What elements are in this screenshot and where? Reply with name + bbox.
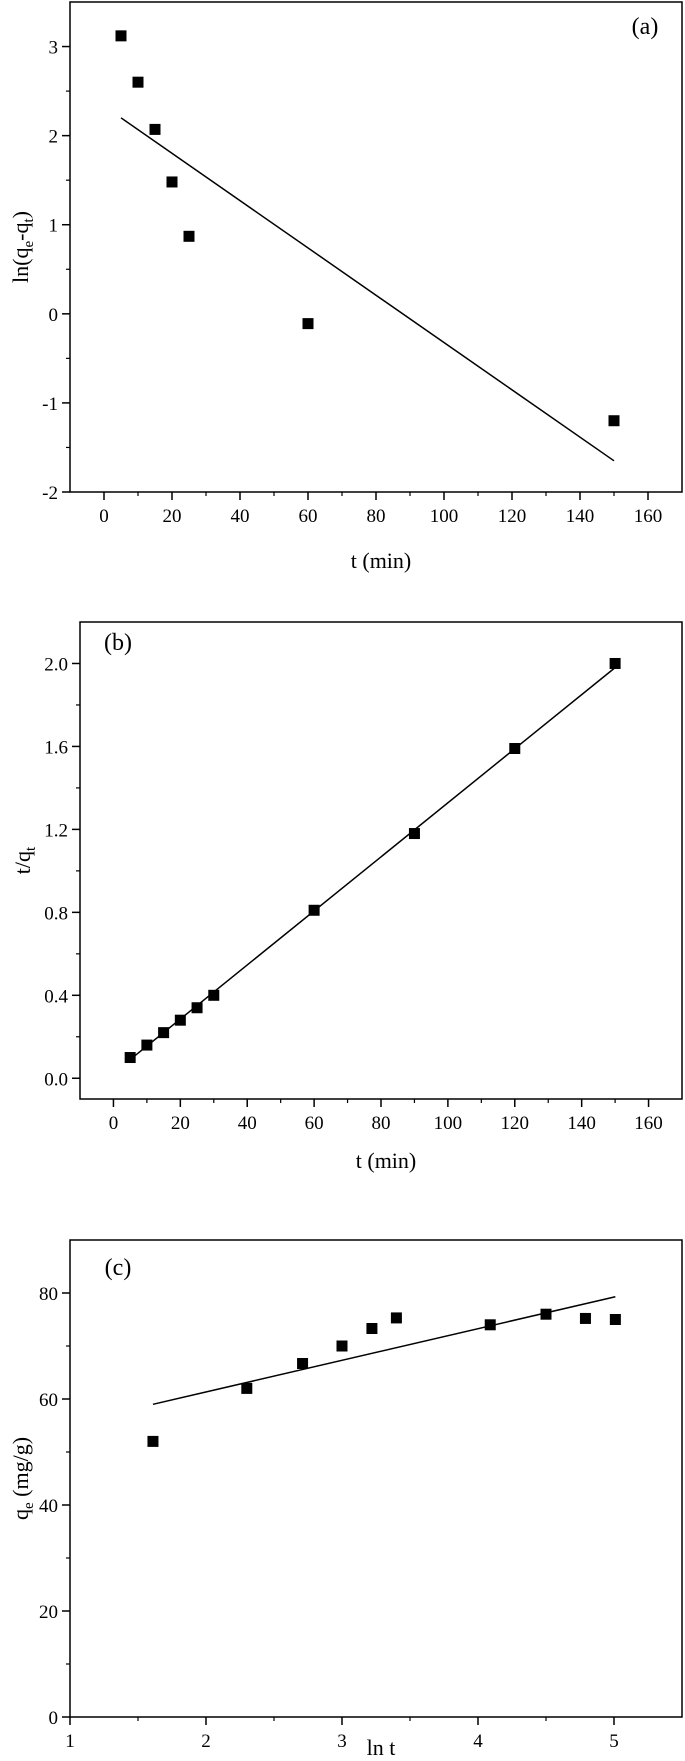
panel-label: (c) (105, 1255, 132, 1281)
x-tick-label: 160 (634, 506, 663, 527)
data-point (149, 123, 161, 135)
y-tick-label: 40 (39, 1496, 58, 1517)
y-tick-label: -1 (42, 394, 58, 415)
x-tick-label: 80 (372, 1113, 391, 1134)
y-tick-label: 80 (39, 1284, 58, 1305)
x-tick-label: 80 (367, 506, 386, 527)
data-point (609, 1314, 621, 1325)
y-tick-label: -2 (42, 483, 58, 504)
y-tick-label: 1.6 (44, 737, 68, 758)
data-point (609, 657, 621, 669)
x-tick-label: 5 (609, 1731, 619, 1752)
x-axis-label: t (min) (356, 1148, 417, 1173)
data-point (191, 1002, 203, 1014)
y-axis-label-subscript: e (21, 1502, 37, 1509)
x-tick-label: 160 (634, 1113, 663, 1134)
data-point (509, 743, 521, 755)
y-axis-label-part: ln(q (8, 248, 33, 283)
x-tick-label: 2 (201, 1731, 211, 1752)
data-point (366, 1323, 378, 1335)
y-tick-label: 60 (39, 1390, 58, 1411)
data-point (297, 1357, 309, 1369)
y-tick-label: 2 (49, 127, 59, 148)
x-tick-label: 20 (171, 1113, 190, 1134)
y-tick-label: 2.0 (44, 654, 68, 675)
x-tick-label: 0 (99, 506, 109, 527)
data-point (158, 1027, 170, 1039)
panel-label: (b) (104, 630, 132, 656)
x-axis-label: t (min) (351, 548, 412, 573)
y-axis-label-subscript: t (23, 846, 39, 851)
x-tick-label: 40 (238, 1113, 257, 1134)
data-point (336, 1340, 348, 1352)
x-tick-label: 60 (299, 506, 318, 527)
data-point (579, 1312, 591, 1324)
y-axis-label-part: q (8, 1509, 33, 1520)
y-axis-label: t/qt (10, 846, 39, 874)
data-point (115, 30, 127, 42)
plot-frame (69, 1, 683, 493)
x-tick-label: 120 (498, 506, 527, 527)
data-point (241, 1382, 253, 1394)
chart-panel-1: 0 20 40 60 80 100 120 140 160 -2 -1 0 1 2 3 (a) t (min) l… (8, 1, 683, 573)
chart-panel-3: 1 2 3 4 5 0 20 40 60 80 (c) ln t qe (mg/g) (8, 1239, 683, 1760)
panel-label: (a) (632, 14, 659, 40)
fit-line (129, 667, 616, 1061)
data-point (208, 989, 220, 1001)
x-tick-label: 140 (566, 506, 595, 527)
x-tick-label: 100 (430, 506, 459, 527)
y-axis-label-part: t/q (10, 851, 35, 874)
y-tick-label: 0 (49, 305, 59, 326)
x-tick-label: 1 (65, 1731, 75, 1752)
data-point (540, 1308, 552, 1320)
y-axis-label-subscript: t (21, 218, 37, 223)
y-tick-label: 0.8 (44, 903, 68, 924)
y-axis-label-part: -q (8, 223, 33, 241)
y-tick-label: 20 (39, 1602, 58, 1623)
y-tick-label: 0.4 (44, 986, 68, 1007)
x-tick-label: 20 (163, 506, 182, 527)
y-tick-label: 1 (49, 216, 59, 237)
y-axis-label: ln(qe-qt) (8, 211, 37, 283)
fit-line (120, 117, 615, 462)
data-point (183, 230, 195, 242)
y-axis-label-part: ) (8, 211, 33, 218)
y-tick-label: 1.2 (44, 820, 68, 841)
data-point (302, 318, 314, 330)
data-point (124, 1052, 136, 1064)
data-point (174, 1014, 186, 1026)
x-tick-label: 140 (567, 1113, 596, 1134)
data-point (141, 1039, 153, 1051)
data-point (132, 76, 144, 88)
x-tick-label: 120 (501, 1113, 530, 1134)
data-point (608, 415, 620, 427)
x-tick-label: 40 (231, 506, 250, 527)
x-tick-label: 100 (434, 1113, 463, 1134)
y-tick-label: 0 (49, 1708, 59, 1729)
fit-line (152, 1295, 616, 1406)
data-point (166, 176, 178, 188)
x-axis-label: ln t (367, 1735, 396, 1760)
x-tick-label: 4 (473, 1731, 483, 1752)
data-point (408, 828, 420, 840)
x-tick-label: 0 (109, 1113, 119, 1134)
data-point (390, 1312, 402, 1324)
x-tick-label: 3 (337, 1731, 347, 1752)
chart-panel-2: 0 20 40 60 80 100 120 140 160 0.0 0.4 0.8 1.2 1.6 2.0 (… (10, 621, 683, 1173)
data-point (484, 1319, 496, 1331)
y-tick-label: 3 (49, 38, 59, 59)
plot-frame (69, 1239, 683, 1718)
y-axis-label: qe (mg/g) (8, 1437, 37, 1520)
y-axis-label-subscript: e (21, 241, 37, 248)
x-tick-label: 60 (305, 1113, 324, 1134)
data-point (147, 1435, 159, 1447)
y-tick-label: 0.0 (44, 1069, 68, 1090)
data-point (308, 904, 320, 916)
y-axis-label-part: (mg/g) (8, 1437, 33, 1502)
